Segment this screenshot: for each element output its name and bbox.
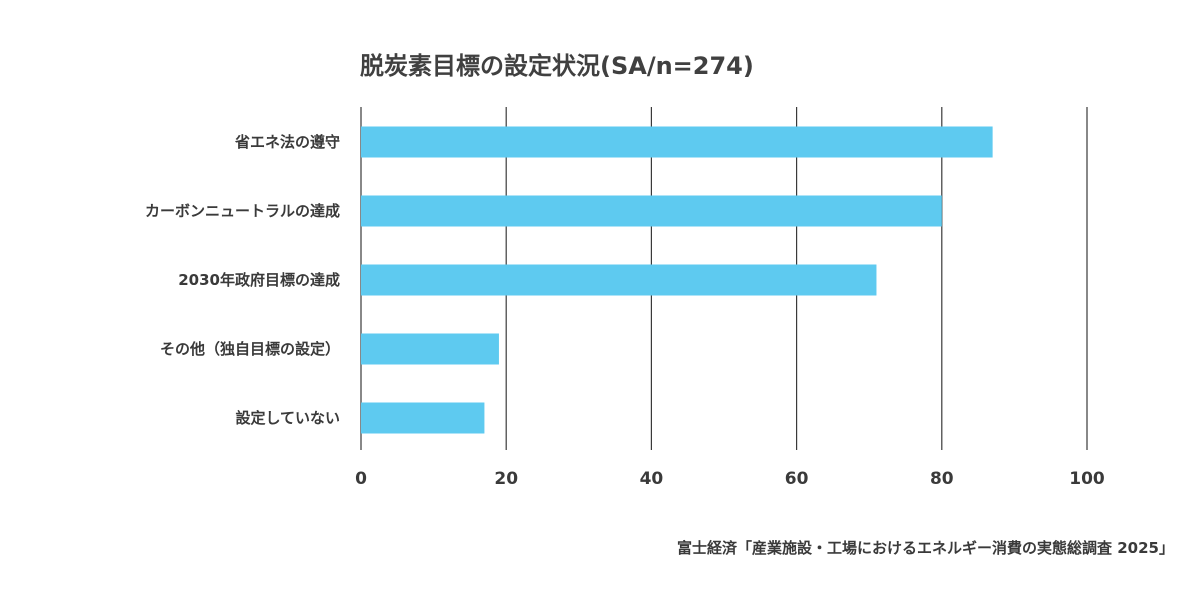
bar bbox=[361, 333, 499, 365]
chart-title: 脱炭素目標の設定状況(SA/n=274) bbox=[360, 52, 754, 80]
x-tick-label: 60 bbox=[785, 469, 809, 489]
category-label: カーボンニュートラルの達成 bbox=[145, 202, 340, 220]
x-tick-label: 80 bbox=[930, 469, 954, 489]
bar bbox=[361, 264, 877, 296]
bar bbox=[361, 126, 993, 158]
category-label: 省エネ法の遵守 bbox=[234, 133, 340, 151]
x-axis-tick-labels: 0 20 40 60 80 100 bbox=[355, 469, 1105, 489]
bar bbox=[361, 195, 942, 227]
x-tick-label: 100 bbox=[1069, 469, 1105, 489]
source-note: 富士経済「産業施設・工場におけるエネルギー消費の実態総調査 2025」 bbox=[677, 539, 1174, 557]
x-tick-label: 40 bbox=[640, 469, 664, 489]
bar bbox=[361, 402, 485, 434]
x-tick-label: 0 bbox=[355, 469, 367, 489]
bars bbox=[361, 126, 993, 434]
x-tick-label: 20 bbox=[494, 469, 518, 489]
category-label: 2030年政府目標の達成 bbox=[178, 271, 340, 289]
category-label: 設定していない bbox=[235, 409, 340, 427]
category-label: その他（独自目標の設定） bbox=[160, 340, 340, 358]
